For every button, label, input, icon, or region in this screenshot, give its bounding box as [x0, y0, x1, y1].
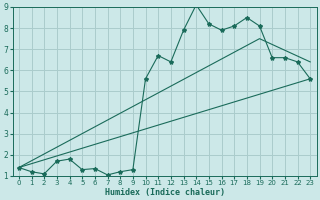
X-axis label: Humidex (Indice chaleur): Humidex (Indice chaleur) — [105, 188, 225, 197]
